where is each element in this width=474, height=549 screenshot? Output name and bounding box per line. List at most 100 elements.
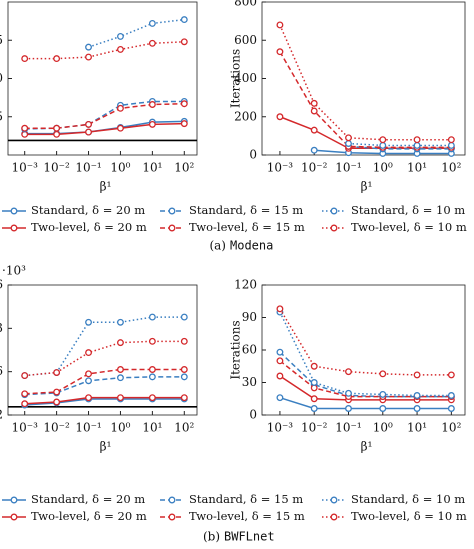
y-tick-label: 2 — [0, 408, 3, 422]
marker — [413, 136, 421, 144]
series-line — [88, 18, 185, 48]
series-line — [24, 122, 185, 136]
series-line — [24, 316, 185, 377]
marker — [310, 107, 318, 115]
series-line — [279, 311, 452, 397]
series-line — [348, 145, 452, 150]
marker — [117, 374, 124, 382]
marker — [180, 38, 188, 46]
series-line — [24, 41, 185, 60]
x-tick-label: 10⁻² — [43, 421, 70, 435]
marker — [379, 141, 387, 149]
y-tick-label: 5 — [0, 109, 3, 123]
legend-label: Standard, δ = 15 m — [189, 492, 303, 506]
legend-label: Two-level, δ = 20 m — [31, 509, 147, 523]
marker — [447, 405, 455, 412]
marker — [117, 339, 124, 347]
marker — [148, 337, 156, 345]
marker — [21, 390, 29, 398]
marker — [117, 366, 124, 373]
x-tick-label: 10⁰ — [373, 421, 393, 435]
legend-label: Standard, δ = 20 m — [31, 492, 145, 506]
series-line — [279, 396, 452, 410]
marker — [148, 373, 156, 381]
legend-marker — [168, 496, 176, 504]
marker — [379, 370, 387, 378]
plot-frame — [261, 1, 466, 156]
y-tick-label: 200 — [234, 109, 257, 123]
series-line — [24, 398, 185, 406]
legend-label: Two-level, δ = 10 m — [351, 220, 467, 234]
marker — [85, 43, 92, 51]
marker — [117, 45, 124, 53]
x-tick-label: 10⁻³ — [11, 161, 38, 175]
y-tick-label: 3 — [0, 321, 3, 335]
marker — [276, 348, 284, 356]
x-tick-label: 10⁰ — [110, 161, 130, 175]
marker — [379, 390, 387, 398]
legend-marker — [10, 224, 18, 232]
legend-marker — [330, 513, 338, 521]
series-line — [24, 396, 185, 405]
marker — [276, 394, 284, 402]
series-line — [279, 24, 452, 141]
series-line — [279, 51, 452, 149]
x-tick-label: 10¹ — [407, 161, 427, 175]
marker — [447, 136, 455, 144]
y-tick-label: 15 — [0, 33, 3, 47]
marker — [53, 398, 61, 406]
caption-name: BWFLnet — [224, 530, 275, 544]
marker — [148, 313, 156, 321]
marker — [276, 48, 284, 56]
marker — [276, 357, 284, 365]
marker — [310, 126, 318, 134]
series-line — [24, 340, 185, 377]
legend-marker — [168, 207, 176, 215]
legend-marker — [10, 207, 18, 215]
marker — [310, 146, 318, 154]
x-tick-label: 10⁻³ — [267, 421, 294, 435]
x-tick-label: 10² — [174, 161, 194, 175]
marker — [53, 124, 61, 132]
y-tick-label: 10 — [0, 71, 3, 85]
marker — [21, 55, 29, 63]
series-line — [279, 360, 452, 398]
legend-marker — [168, 513, 176, 521]
caption-label: (b) — [203, 530, 220, 544]
x-axis-label: β¹ — [100, 440, 112, 454]
plot-frame — [7, 1, 198, 156]
x-axis-label: β¹ — [361, 440, 373, 454]
marker — [85, 120, 92, 128]
y-tick-label: 6 — [0, 364, 3, 378]
x-tick-label: 10⁻¹ — [335, 421, 361, 435]
marker — [148, 120, 156, 128]
series-line — [279, 116, 452, 150]
marker — [148, 394, 156, 402]
caption-name: Modena — [230, 239, 273, 253]
marker — [148, 366, 156, 373]
marker — [53, 369, 61, 376]
marker — [53, 388, 61, 396]
x-tick-label: 10² — [441, 161, 461, 175]
marker — [276, 21, 284, 29]
series-line — [279, 308, 452, 376]
x-tick-label: 10¹ — [407, 421, 427, 435]
marker — [310, 99, 318, 107]
marker — [53, 130, 61, 138]
legend-marker — [330, 496, 338, 504]
marker — [276, 113, 284, 121]
marker — [413, 392, 421, 399]
legend-label: Standard, δ = 20 m — [31, 203, 145, 217]
y-axis-label: Iterations — [229, 49, 243, 108]
x-tick-label: 10⁻² — [43, 161, 70, 175]
x-tick-label: 10¹ — [142, 421, 162, 435]
marker — [310, 362, 318, 370]
marker — [21, 124, 29, 132]
y-tick-label: 0 — [249, 408, 257, 422]
series-line — [24, 102, 185, 129]
x-tick-label: 10⁻¹ — [335, 161, 361, 175]
marker — [148, 101, 156, 108]
marker — [310, 384, 318, 392]
series-line — [24, 376, 185, 396]
